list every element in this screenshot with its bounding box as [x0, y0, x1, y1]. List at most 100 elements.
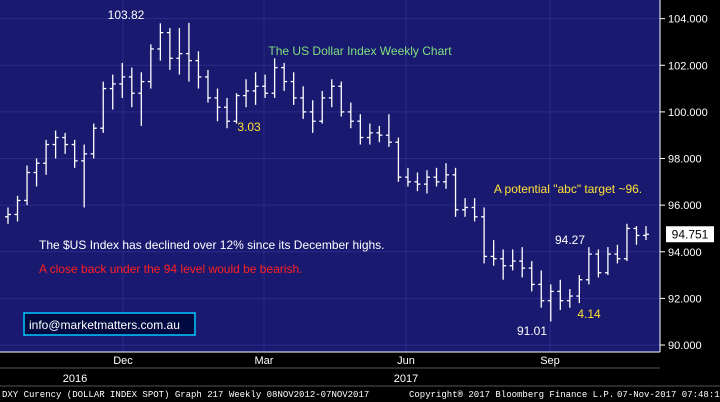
price-bar [309, 100, 316, 133]
price-bar [119, 62, 126, 98]
price-bar [643, 226, 649, 241]
x-tick-dec: Dec [113, 355, 133, 367]
price-bar [233, 93, 240, 124]
price-bar [128, 67, 135, 108]
price-bar [357, 114, 364, 145]
price-bar [338, 81, 345, 117]
price-bar [557, 279, 564, 311]
price-bar [109, 74, 116, 110]
price-bar [509, 249, 516, 271]
footer-copyright: Copyright® 2017 Bloomberg Finance L.P. [409, 390, 614, 400]
price-bar [81, 144, 88, 208]
price-bar [452, 167, 459, 217]
drop-size-label: 3.03 [237, 120, 261, 134]
price-bar [385, 114, 392, 147]
price-bar [347, 102, 354, 129]
price-bar [614, 244, 621, 264]
last-price-value: 94.751 [672, 227, 709, 241]
price-bar [252, 72, 259, 105]
price-bar [43, 139, 50, 175]
price-bar [604, 247, 611, 276]
footer-timestamp: 07-Nov-2017 07:48:13 [617, 390, 720, 400]
y-tick-label: 104.000 [668, 14, 708, 26]
price-bar [462, 198, 469, 217]
x-tick-mar: Mar [255, 355, 274, 367]
price-bar [90, 123, 97, 159]
price-bar [547, 284, 554, 322]
price-bar [71, 139, 78, 168]
price-bars [5, 22, 649, 322]
price-bar [166, 27, 173, 70]
gridlines [0, 0, 660, 352]
y-tick-label: 96.000 [668, 200, 702, 212]
last-price-marker: 94.751 [666, 226, 714, 243]
price-bar [623, 223, 630, 262]
price-bar [281, 62, 288, 91]
x-tick-jun: Jun [397, 355, 415, 367]
price-bar [138, 72, 145, 126]
price-bar [319, 90, 326, 124]
price-bar [176, 27, 183, 75]
footer-security-info: DXY Curency (DOLLAR INDEX SPOT) Graph 21… [2, 390, 369, 400]
high-price-label: 103.82 [108, 8, 145, 22]
price-bar [576, 275, 583, 304]
price-bar [157, 23, 164, 61]
price-bar [290, 72, 297, 105]
y-tick-label: 102.000 [668, 60, 708, 72]
price-bar [481, 207, 488, 264]
x-axis-year-labels: 2016 2017 [63, 373, 418, 385]
x-tick-sep: Sep [540, 355, 560, 367]
price-bar [395, 137, 402, 182]
price-bar [585, 247, 592, 285]
price-bar [271, 58, 278, 98]
email-box-frame [23, 312, 196, 336]
price-bar [376, 125, 383, 143]
price-bar [538, 270, 545, 308]
bounce-size-label: 4.14 [577, 307, 601, 321]
decline-annotation: The $US Index has declined over 12% sinc… [39, 238, 385, 252]
price-bar [243, 79, 250, 108]
price-bar [224, 97, 231, 129]
low-price-label: 91.01 [517, 324, 547, 338]
y-tick-label: 100.000 [668, 107, 708, 119]
recent-high-label: 94.27 [555, 233, 585, 247]
price-bar [414, 172, 421, 192]
price-bar [262, 74, 269, 98]
price-bar [195, 51, 202, 89]
price-bar [5, 207, 11, 224]
price-bar [500, 249, 507, 280]
y-axis-ticks: 104.000 102.000 100.000 98.000 96.000 94.000 9… [660, 14, 708, 352]
price-bar [33, 158, 40, 187]
y-tick-label: 90.000 [668, 340, 702, 352]
price-bar [24, 165, 31, 206]
price-bar [528, 261, 535, 292]
target-annotation: A potential "abc" target ~96. [494, 182, 642, 196]
y-tick-label: 98.000 [668, 154, 702, 166]
price-bar [185, 22, 192, 82]
price-bar [490, 240, 497, 266]
price-bar [433, 167, 440, 187]
price-bar [366, 123, 373, 145]
price-bar [147, 44, 154, 89]
price-bar [471, 198, 478, 222]
x-year-2016: 2016 [63, 373, 87, 385]
price-bar [204, 69, 211, 103]
contact-email-box[interactable]: info@marketmatters.com.au [23, 312, 196, 336]
price-bar [443, 163, 450, 189]
price-bar [595, 249, 602, 278]
price-bar [52, 130, 59, 159]
contact-email-link[interactable]: info@marketmatters.com.au [29, 318, 180, 332]
chart-title: The US Dollar Index Weekly Chart [268, 44, 452, 58]
price-bar [519, 247, 526, 278]
x-axis-month-labels: Dec Mar Jun Sep [113, 355, 560, 367]
price-bar [633, 226, 640, 245]
y-tick-label: 94.000 [668, 247, 702, 259]
last-price-box [666, 226, 714, 243]
price-bar [100, 81, 107, 133]
price-bar [423, 170, 430, 194]
price-bar [328, 79, 335, 108]
price-bar [300, 86, 307, 119]
price-bar [566, 289, 573, 308]
